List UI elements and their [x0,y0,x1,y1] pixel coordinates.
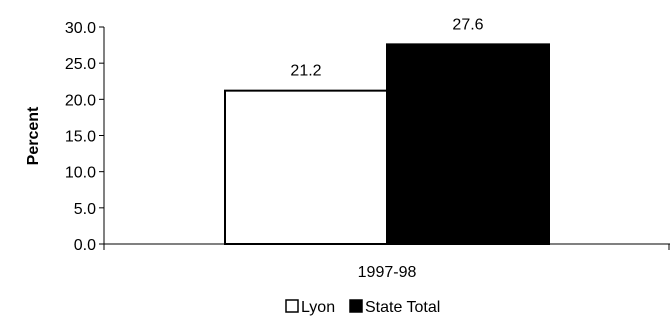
x-category-label: 1997-98 [358,264,417,281]
y-tick-label: 5.0 [74,201,96,218]
bar-lyon [224,89,388,245]
y-axis-title: Percent [25,106,42,165]
legend-label: Lyon [301,299,335,316]
y-tick-label: 25.0 [65,56,96,73]
bars [224,43,550,245]
bar-state-total [386,43,550,245]
y-tick-label: 30.0 [65,20,96,37]
data-labels: 21.2 27.6 [290,16,483,79]
legend: Lyon State Total [285,299,440,316]
legend-swatch [285,299,299,313]
legend-swatch [349,299,363,313]
y-axis: 0.0 5.0 10.0 15.0 20.0 25.0 30.0 [65,20,105,254]
data-label: 21.2 [290,63,321,80]
y-tick-label: 0.0 [74,237,96,254]
legend-label: State Total [365,299,440,316]
data-label: 27.6 [452,16,483,33]
x-axis: 1997-98 [103,243,670,281]
y-tick-label: 20.0 [65,92,96,109]
y-tick-label: 15.0 [65,129,96,146]
y-tick-label: 10.0 [65,165,96,182]
